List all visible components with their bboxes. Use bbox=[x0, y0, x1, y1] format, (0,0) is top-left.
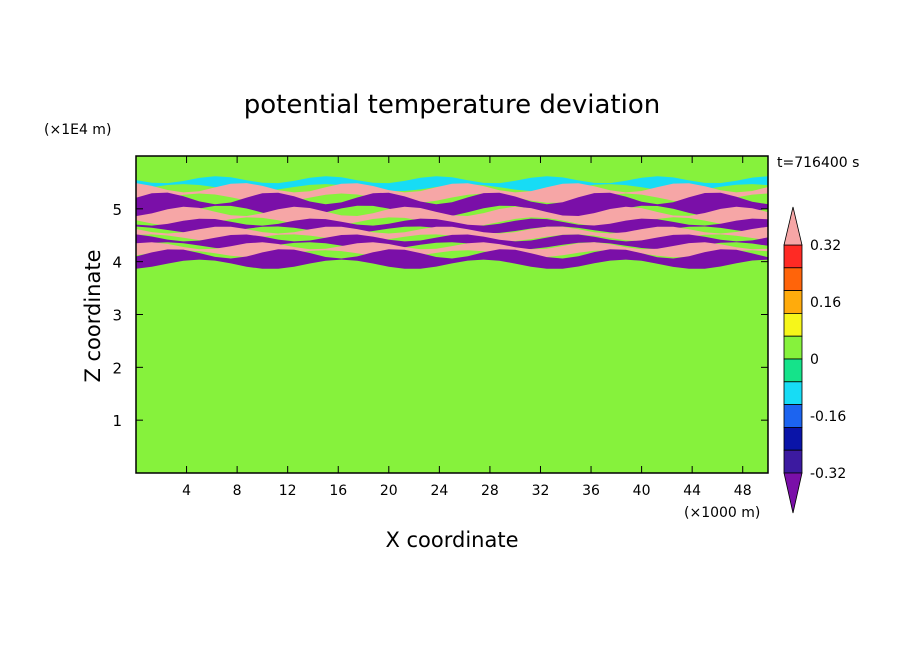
contour-band bbox=[136, 226, 768, 242]
x-tick-label: 4 bbox=[182, 483, 191, 499]
x-tick-label: 36 bbox=[582, 483, 600, 499]
colorbar-tick-label: 0.32 bbox=[810, 238, 841, 254]
colorbar-box bbox=[783, 358, 803, 383]
colorbar-tick-label: -0.32 bbox=[810, 466, 846, 482]
colorbar-box bbox=[783, 244, 803, 269]
time-label: t=716400 s bbox=[777, 155, 859, 171]
x-tick-label: 8 bbox=[233, 483, 242, 499]
x-tick-label: 28 bbox=[481, 483, 499, 499]
x-axis-ticks: 4 8 12 16 20 24 28 32 36 40 44 48 bbox=[182, 156, 752, 499]
x-tick-label: 44 bbox=[683, 483, 701, 499]
colorbar-box bbox=[783, 404, 803, 428]
x-tick-label: 48 bbox=[734, 483, 752, 499]
colorbar-box bbox=[783, 267, 803, 291]
colorbar-box bbox=[783, 426, 803, 451]
colorbar-tick-label: 0.16 bbox=[810, 295, 841, 311]
x-tick-label: 32 bbox=[532, 483, 550, 499]
colorbar-box bbox=[783, 449, 803, 474]
colorbar-max-arrow bbox=[783, 206, 803, 246]
contour-field bbox=[136, 156, 768, 473]
colorbar bbox=[783, 206, 803, 514]
y-tick-label: 2 bbox=[112, 359, 122, 377]
x-unit-label: (×1000 m) bbox=[684, 505, 760, 521]
colorbar-labels: 0.32 0.16 0 -0.16 -0.32 bbox=[810, 238, 846, 482]
x-tick-label: 20 bbox=[380, 483, 398, 499]
contour-band bbox=[136, 234, 768, 250]
contour-band bbox=[136, 176, 768, 192]
chart-title: potential temperature deviation bbox=[244, 90, 660, 120]
contour-band bbox=[136, 249, 768, 269]
contour-band bbox=[136, 218, 768, 234]
y-axis-ticks: 1 2 3 4 5 bbox=[112, 201, 768, 430]
y-axis-label: Z coordinate bbox=[81, 249, 105, 382]
colorbar-box bbox=[783, 290, 803, 314]
x-tick-label: 16 bbox=[329, 483, 347, 499]
colorbar-box bbox=[783, 381, 803, 405]
y-tick-label: 5 bbox=[112, 201, 122, 219]
colorbar-min-arrow bbox=[783, 472, 803, 514]
x-tick-label: 24 bbox=[430, 483, 448, 499]
y-unit-label: (×1E4 m) bbox=[44, 122, 111, 138]
x-tick-label: 40 bbox=[633, 483, 651, 499]
y-tick-label: 1 bbox=[112, 412, 122, 430]
contour-band bbox=[136, 242, 768, 258]
colorbar-tick-label: 0 bbox=[810, 352, 819, 368]
colorbar-box bbox=[783, 312, 803, 337]
colorbar-tick-label: -0.16 bbox=[810, 409, 846, 425]
x-axis-label: X coordinate bbox=[385, 528, 518, 552]
x-tick-label: 12 bbox=[279, 483, 297, 499]
y-tick-label: 3 bbox=[112, 307, 122, 325]
colorbar-box bbox=[783, 335, 803, 360]
y-tick-label: 4 bbox=[112, 254, 122, 272]
